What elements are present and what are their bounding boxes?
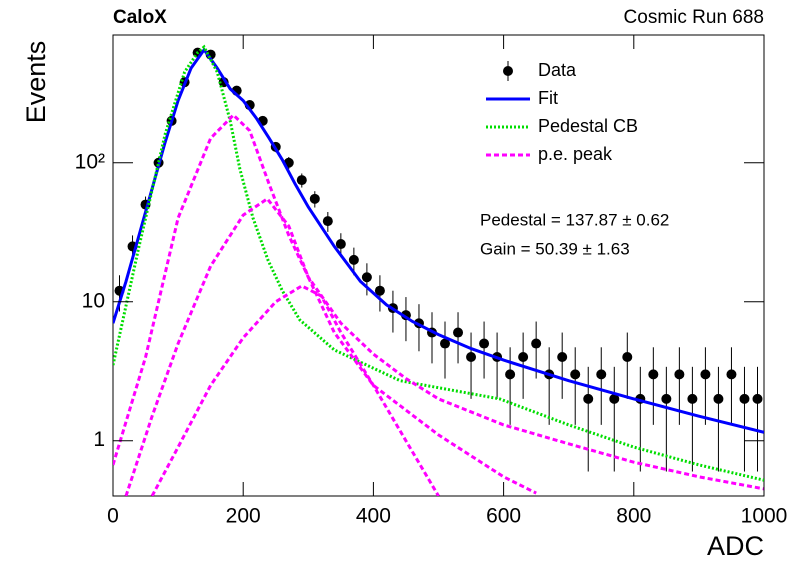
data-point [752,393,763,404]
data-point [609,393,620,404]
data-point [361,272,372,283]
x-tick-label: 200 [226,505,261,528]
x-tick-label: 400 [356,505,391,528]
plot-area [113,44,764,496]
data-point [596,369,607,380]
y-tick-label: 10² [75,150,105,173]
fit-curve [150,284,440,496]
data-point [296,175,307,186]
data-point [505,369,516,380]
x-tick-label: 1000 [741,505,788,528]
fit-curve [124,196,537,496]
data-point [453,327,464,338]
data-point [440,338,451,349]
data-point [583,393,594,404]
annotation: Pedestal = 137.87 ± 0.62 [480,210,669,229]
data-point [531,338,542,349]
fit-curve [113,47,764,434]
y-axis-label: Events [21,41,51,124]
y-tick-label: 1 [93,428,105,451]
data-point [674,369,685,380]
legend-label: Pedestal CB [538,116,638,136]
data-point [309,193,320,204]
data-point [518,352,529,363]
data-point [466,352,477,363]
legend-label: Fit [538,88,558,108]
annotation: Gain = 50.39 ± 1.63 [480,239,630,258]
data-point [661,393,672,404]
data-point [713,393,724,404]
data-point [739,393,750,404]
data-point [570,369,581,380]
fit-curve [113,44,764,482]
x-tick-label: 0 [107,505,119,528]
x-axis-label: ADC [707,531,764,561]
x-tick-label: 600 [486,505,521,528]
data-point [479,338,490,349]
chart-subtitle: Cosmic Run 688 [624,7,764,28]
data-point [348,254,359,265]
legend-marker [503,66,513,76]
y-tick-label: 10 [82,289,105,312]
legend-label: p.e. peak [538,144,613,164]
data-point [700,369,711,380]
data-point [335,239,346,250]
legend-label: Data [538,60,577,80]
x-tick-label: 800 [616,505,651,528]
chart-title: CaloX [113,7,167,28]
data-point [726,369,737,380]
data-point [374,285,385,296]
data-point [622,352,633,363]
data-point [687,393,698,404]
data-point [322,216,333,227]
data-point [648,369,659,380]
data-point [557,352,568,363]
fit-curve [113,112,764,491]
